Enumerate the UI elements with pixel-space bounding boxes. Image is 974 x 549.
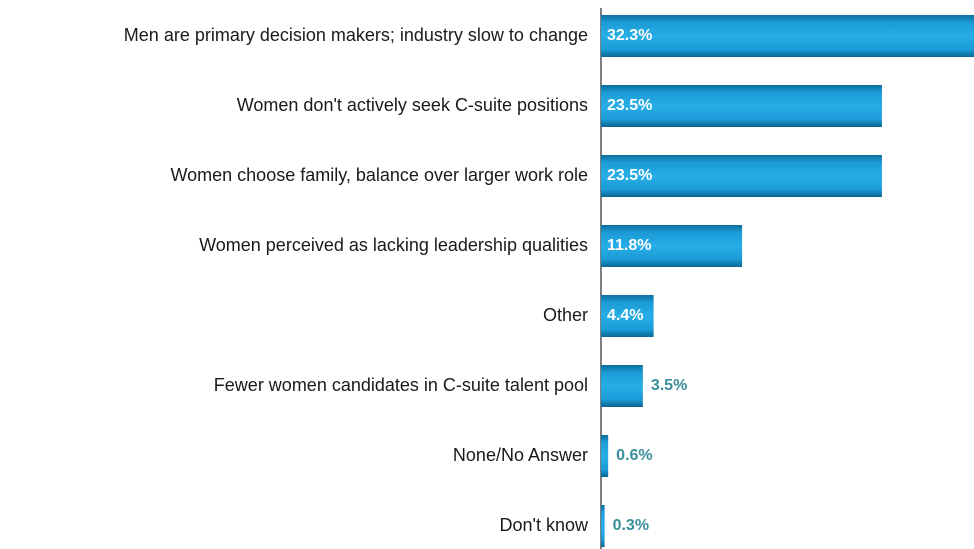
value-label: 32.3% [607,27,652,44]
value-label: 23.5% [607,167,652,184]
value-label: 4.4% [607,307,643,324]
value-label: 23.5% [607,97,652,114]
category-label: Men are primary decision makers; industr… [124,25,588,45]
category-label: Fewer women candidates in C-suite talent… [214,375,588,395]
value-label: 3.5% [651,377,687,394]
value-label: 11.8% [607,237,651,254]
category-label: Other [543,305,588,325]
category-label: None/No Answer [453,445,588,465]
bar [601,155,882,197]
bar [601,15,974,57]
value-label: 0.6% [616,447,652,464]
category-label: Women don't actively seek C-suite positi… [237,95,588,115]
bar [601,225,743,267]
bar [601,365,643,407]
value-label: 0.3% [613,517,649,534]
category-label: Women choose family, balance over larger… [170,165,588,185]
bar [601,295,654,337]
category-label: Women perceived as lacking leadership qu… [199,235,588,255]
bar [601,505,605,547]
bar [601,85,882,127]
bar [601,435,609,477]
category-label: Don't know [500,515,589,535]
